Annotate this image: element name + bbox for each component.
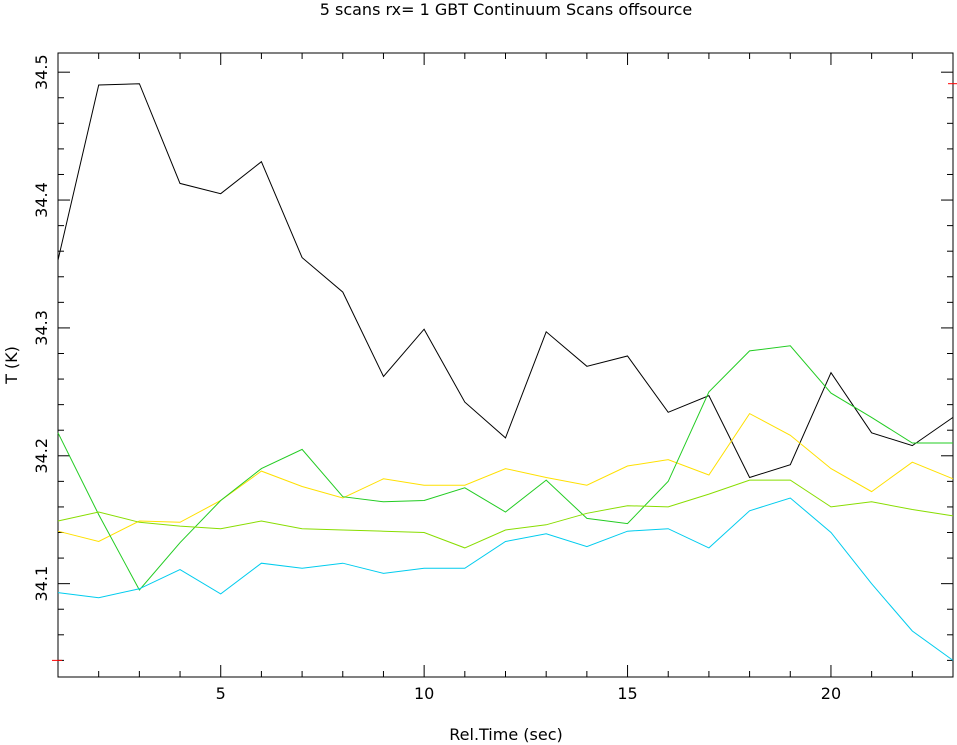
y-tick-label: 34.3 bbox=[32, 310, 51, 346]
chart-title: 5 scans rx= 1 GBT Continuum Scans offsou… bbox=[320, 0, 693, 19]
y-tick-label: 34.1 bbox=[32, 566, 51, 602]
plot-area: 5 10 15 20 34.1 34.2 34.3 34.4 34.5 bbox=[32, 52, 957, 703]
series-line-5 bbox=[57, 497, 954, 661]
y-tick-label: 34.4 bbox=[32, 182, 51, 218]
y-axis-label: T (K) bbox=[2, 346, 21, 385]
x-tick-label: 15 bbox=[617, 684, 637, 703]
y-tick-label: 34.2 bbox=[32, 438, 51, 474]
series-line-4 bbox=[57, 479, 954, 549]
series-line-1 bbox=[57, 83, 954, 479]
x-tick-label: 20 bbox=[821, 684, 841, 703]
series-line-2 bbox=[57, 412, 954, 543]
x-axis-label: Rel.Time (sec) bbox=[449, 725, 562, 744]
series-line-3 bbox=[57, 345, 953, 591]
x-tick-label: 10 bbox=[414, 684, 434, 703]
plot-frame bbox=[57, 52, 954, 678]
y-tick-label: 34.5 bbox=[32, 54, 51, 90]
x-tick-label: 5 bbox=[216, 684, 226, 703]
